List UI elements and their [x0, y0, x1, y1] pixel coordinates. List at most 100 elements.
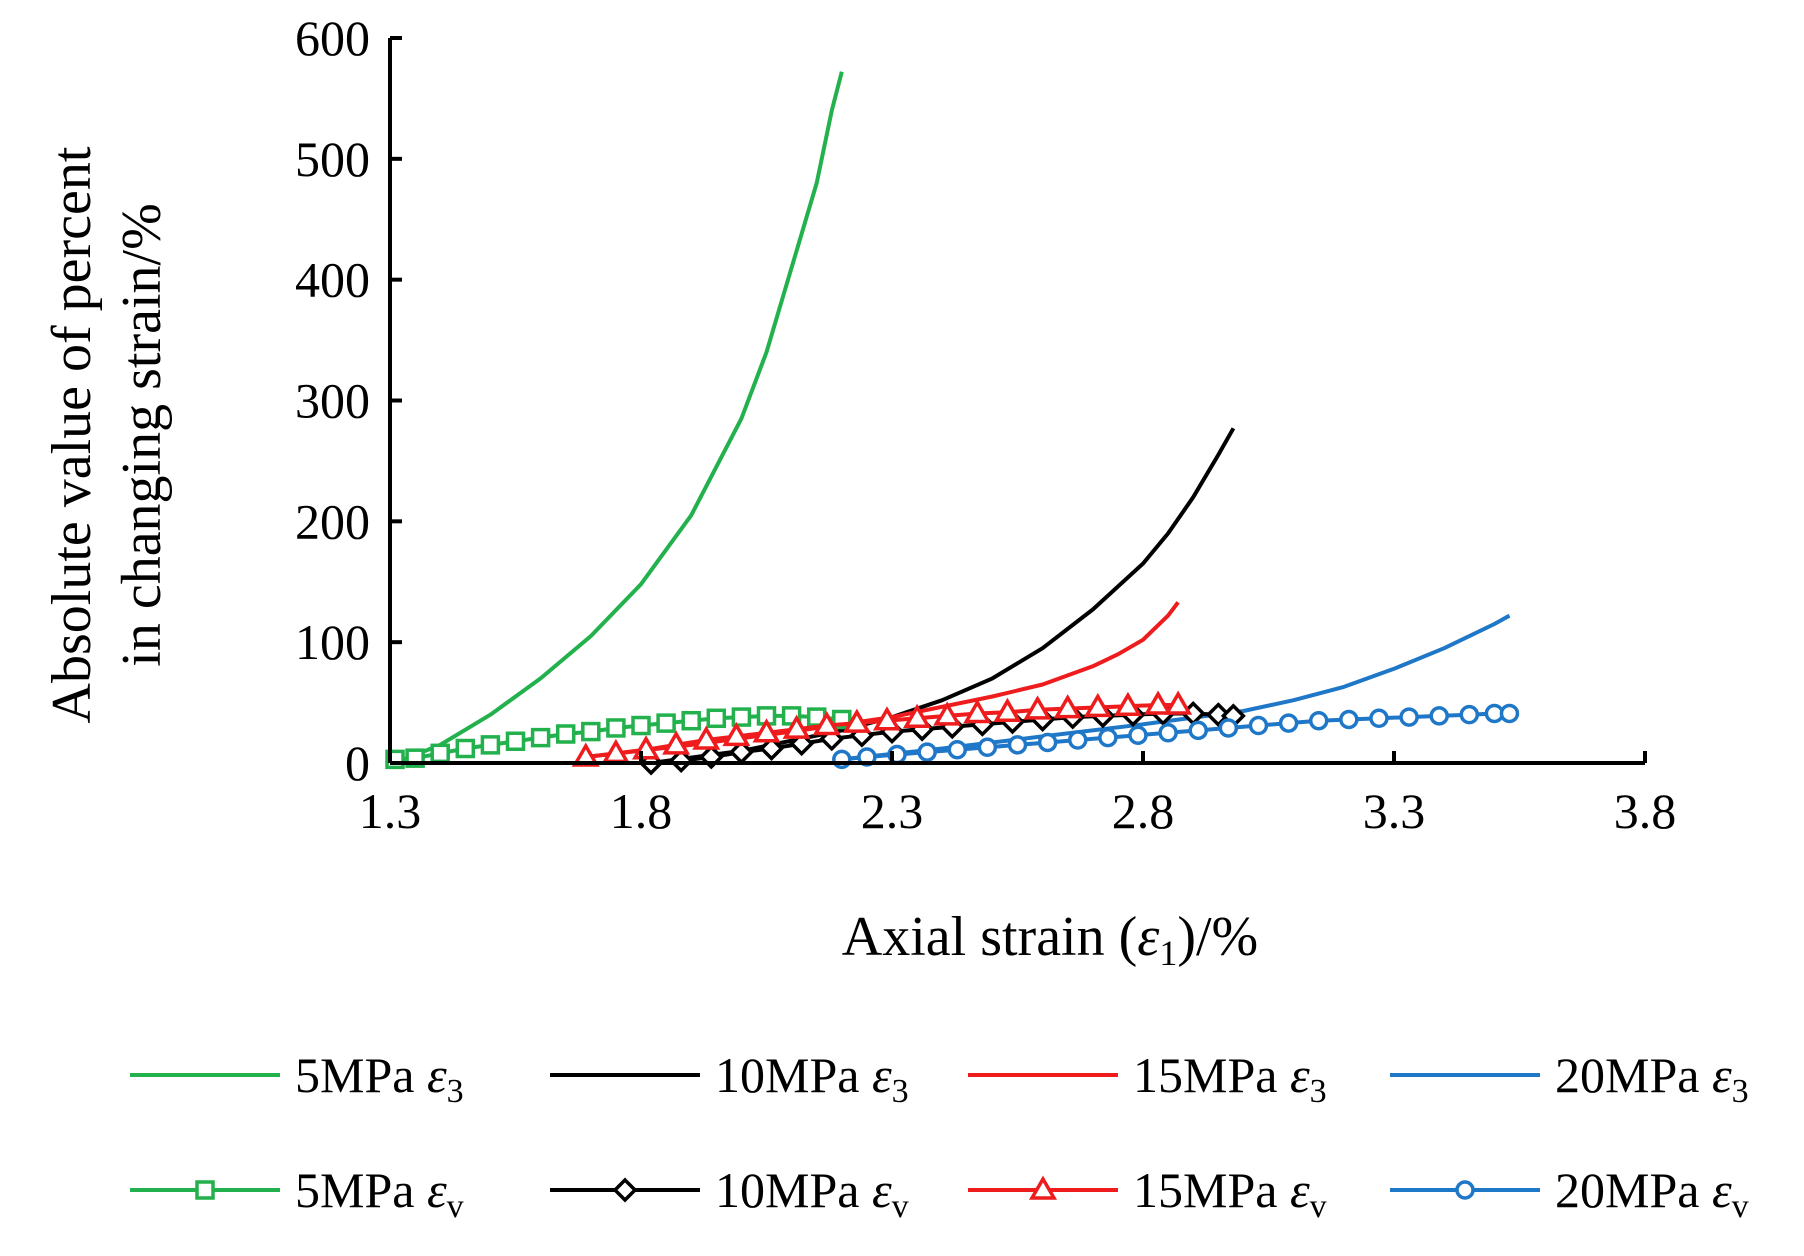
data-point: [631, 715, 651, 736]
legend-label: 15MPa εv: [1133, 1162, 1327, 1225]
data-point: [1007, 735, 1028, 755]
y-tick-label: 400: [295, 252, 370, 308]
legend-label: 20MPa εv: [1555, 1162, 1749, 1225]
data-point: [947, 739, 968, 760]
x-tick-label: 2.8: [1112, 783, 1175, 839]
legend-item-6: 10MPa εv: [550, 1162, 909, 1225]
data-point: [1308, 710, 1329, 731]
data-point: [1188, 720, 1208, 741]
legend-marker: [612, 1177, 638, 1203]
data-point: [1248, 715, 1269, 736]
data-point: [480, 735, 501, 755]
data-point: [752, 718, 781, 743]
data-point: [933, 701, 962, 726]
y-tick-label: 600: [295, 10, 370, 66]
x-tick-labels: 1.3 1.8 2.3 2.8 3.3 3.8: [359, 751, 1677, 839]
data-point: [668, 748, 694, 774]
x-tick-label: 1.8: [610, 783, 673, 839]
legend-item-2: 10MPa ε3: [550, 1047, 909, 1110]
legend-item-5: 5MPa εv: [130, 1162, 464, 1225]
data-point: [1037, 732, 1058, 753]
data-point: [993, 697, 1022, 722]
series-7: [571, 690, 1193, 767]
x-tick-label: 3.8: [1614, 783, 1677, 839]
y-tick-label: 0: [345, 735, 370, 791]
data-point: [662, 730, 691, 755]
data-point: [656, 713, 676, 733]
legend-label: 10MPa ε3: [715, 1047, 909, 1110]
data-point: [1128, 725, 1148, 745]
y-tick-label: 100: [295, 614, 370, 670]
data-point: [555, 724, 576, 744]
data-point: [1023, 695, 1052, 720]
data-point: [706, 708, 727, 729]
data-point: [1399, 707, 1419, 727]
data-point: [917, 742, 937, 762]
legend-item-7: 15MPa εv: [968, 1162, 1327, 1225]
data-point: [1369, 708, 1389, 729]
data-point: [842, 708, 871, 733]
data-point: [812, 711, 841, 736]
data-point: [581, 721, 601, 742]
data-point: [692, 725, 721, 750]
legend-label: 5MPa εv: [295, 1162, 464, 1225]
legend-label: 20MPa ε3: [1555, 1047, 1749, 1110]
legend-label: 5MPa ε3: [295, 1047, 464, 1110]
series-2: [650, 427, 1236, 765]
x-tick-label: 2.3: [861, 783, 924, 839]
y-axis-title: Absolute value of percent in changing str…: [41, 146, 173, 723]
data-point: [977, 737, 998, 758]
axes: [388, 38, 1645, 765]
data-point: [1218, 718, 1239, 738]
series-line: [394, 71, 844, 765]
y-tick-labels: 0 100 200 300 400 500 600: [295, 10, 402, 791]
data-point: [722, 721, 751, 747]
series-8: [832, 703, 1520, 770]
data-point: [430, 743, 450, 764]
legend-item-3: 15MPa ε3: [968, 1047, 1327, 1110]
y-tick-label: 300: [295, 373, 370, 429]
data-point: [903, 703, 932, 729]
x-axis-title: Axial strain (ε1)/%: [842, 906, 1258, 973]
data-point: [963, 698, 992, 724]
series-1: [394, 71, 844, 765]
legend-marker: [1455, 1180, 1475, 1200]
data-point: [1429, 706, 1449, 726]
legend-item-1: 5MPa ε3: [130, 1047, 464, 1110]
data-point: [1083, 692, 1112, 718]
data-point: [505, 731, 526, 751]
y-tick-label: 500: [295, 131, 370, 187]
plot-area: [385, 71, 1520, 776]
data-point: [1158, 723, 1178, 743]
data-point: [759, 736, 784, 761]
legend-marker: [1028, 1175, 1058, 1200]
series-line: [650, 427, 1236, 765]
x-tick-label: 1.3: [359, 783, 422, 839]
data-point: [1499, 703, 1520, 724]
legend-item-8: 20MPa εv: [1390, 1162, 1749, 1225]
data-point: [455, 738, 476, 759]
data-point: [606, 718, 626, 738]
data-point: [872, 706, 902, 731]
y-tick-label: 200: [295, 493, 370, 549]
data-point: [1067, 730, 1088, 750]
data-point: [1098, 727, 1118, 748]
legend-item-4: 20MPa ε3: [1390, 1047, 1749, 1110]
legend-label: 10MPa εv: [715, 1162, 909, 1225]
data-point: [1113, 691, 1142, 716]
data-point: [782, 714, 811, 739]
data-point: [1053, 694, 1082, 719]
data-point: [1164, 690, 1193, 715]
data-point: [1278, 713, 1299, 733]
data-point: [1339, 709, 1359, 730]
data-point: [1144, 690, 1173, 715]
data-point: [731, 707, 752, 727]
data-point: [1459, 704, 1480, 725]
x-tick-label: 3.3: [1363, 783, 1426, 839]
legend-label: 15MPa ε3: [1133, 1047, 1327, 1110]
data-point: [681, 710, 701, 731]
data-point: [530, 727, 551, 748]
legend: 5MPa ε3 10MPa ε3 15MPa ε3 20MPa ε3 5MPa εv 10…: [130, 1047, 1749, 1225]
legend-marker: [195, 1180, 215, 1200]
